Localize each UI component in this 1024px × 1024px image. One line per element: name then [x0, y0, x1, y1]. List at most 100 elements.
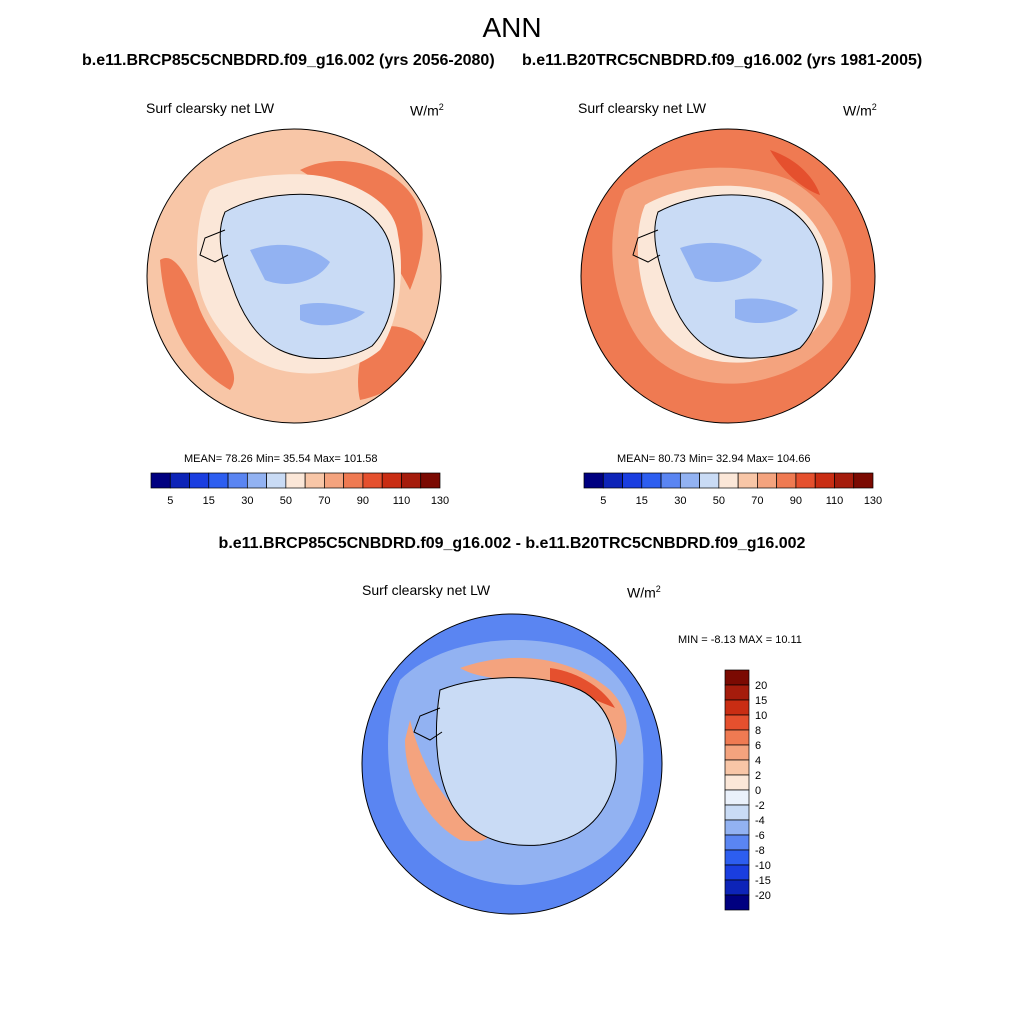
diff-colorbar-box	[724, 879, 750, 896]
diff-colorbar-tick-label: 8	[755, 725, 761, 737]
diff-colorbar-tick-label: 15	[755, 695, 767, 707]
left-colorbar-box	[362, 472, 383, 489]
diff-map-border	[361, 613, 663, 915]
diff-colorbar-box	[724, 849, 750, 866]
left-warm-patch-w	[160, 258, 235, 390]
right-colorbar-box	[718, 472, 739, 489]
left-colorbar-box	[169, 472, 190, 489]
left-colorbar-box	[324, 472, 345, 489]
right-case-title: b.e11.B20TRC5CNBDRD.f09_g16.002 (yrs 198…	[522, 52, 923, 69]
left-colorbar-tick-label: 15	[203, 495, 215, 507]
diff-polar-map	[362, 614, 662, 914]
diff-stats: MIN = -8.13 MAX = 10.11	[678, 634, 802, 646]
diff-colorbar-box	[724, 834, 750, 851]
diff-colorbar-box	[724, 819, 750, 836]
diff-colorbar-box	[724, 714, 750, 731]
diff-colorbar-tick-label: 4	[755, 755, 761, 767]
diff-colorbar-box	[724, 774, 750, 791]
diff-colorbar-tick-label: -4	[755, 815, 765, 827]
right-colorbar: 5 15 30 50 70 90 110 130	[583, 472, 882, 507]
left-colorbar-box	[381, 472, 402, 489]
right-colorbar-box	[660, 472, 681, 489]
diff-colorbar-tick-label: -20	[755, 890, 771, 902]
right-colorbar-box	[622, 472, 643, 489]
diff-colorbar-tick-label: 6	[755, 740, 761, 752]
left-cold-patch-east	[250, 244, 330, 284]
left-colorbar-box	[208, 472, 229, 489]
left-colorbar-box	[246, 472, 267, 489]
left-case-title: b.e11.BRCP85C5CNBDRD.f09_g16.002 (yrs 20…	[82, 52, 495, 69]
right-colorbar-box	[679, 472, 700, 489]
right-warm-patch-n	[770, 150, 820, 195]
left-colorbar-tick-label: 110	[393, 495, 411, 507]
left-colorbar-tick-label: 70	[318, 495, 330, 507]
left-stats: MEAN= 78.26 Min= 35.54 Max= 101.58	[184, 453, 378, 465]
right-colorbar-box	[776, 472, 797, 489]
diff-colorbar-tick-label: -15	[755, 875, 771, 887]
diff-colorbar-box	[724, 804, 750, 821]
right-units-label: W/m2	[843, 102, 877, 119]
left-colorbar-box	[266, 472, 287, 489]
right-colorbar-tick-label: 130	[864, 495, 882, 507]
diff-colorbar-box	[724, 699, 750, 716]
left-colorbar-tick-label: 30	[241, 495, 253, 507]
diff-colorbar-tick-label: -2	[755, 800, 765, 812]
right-colorbar-tick-label: 50	[713, 495, 725, 507]
left-colorbar-tick-label: 90	[357, 495, 369, 507]
left-colorbar-box	[189, 472, 210, 489]
diff-units-label: W/m2	[627, 584, 661, 601]
diff-colorbar-box	[724, 789, 750, 806]
difference-title: b.e11.BRCP85C5CNBDRD.f09_g16.002 - b.e11…	[218, 535, 806, 552]
diff-colorbar-box	[724, 894, 750, 911]
diff-colorbar-box	[724, 744, 750, 761]
left-units-label: W/m2	[410, 102, 444, 119]
left-colorbar-tick-label: 5	[167, 495, 173, 507]
right-colorbar-box	[583, 472, 604, 489]
left-polar-map	[147, 129, 441, 423]
right-polar-map	[581, 129, 875, 423]
right-colorbar-tick-label: 30	[674, 495, 686, 507]
diff-variable-label: Surf clearsky net LW	[362, 582, 491, 598]
left-colorbar-box	[150, 472, 171, 489]
diff-colorbar-tick-label: -8	[755, 845, 765, 857]
left-colorbar-box	[304, 472, 325, 489]
right-cold-patch-ross	[735, 298, 798, 324]
right-colorbar-box	[737, 472, 758, 489]
right-colorbar-tick-label: 110	[826, 495, 844, 507]
diff-warm-core-north	[550, 668, 615, 708]
right-variable-label: Surf clearsky net LW	[578, 100, 707, 116]
diff-coastline	[435, 677, 617, 846]
diff-colorbar-box	[724, 669, 750, 686]
left-variable-label: Surf clearsky net LW	[146, 100, 275, 116]
right-colorbar-box	[795, 472, 816, 489]
left-colorbar-box	[227, 472, 248, 489]
right-colorbar-tick-label: 15	[636, 495, 648, 507]
left-colorbar-tick-label: 50	[280, 495, 292, 507]
right-colorbar-box	[814, 472, 835, 489]
diff-peninsula-coast	[413, 707, 443, 741]
right-colorbar-tick-label: 5	[600, 495, 606, 507]
diff-colorbar-tick-label: 2	[755, 770, 761, 782]
left-colorbar: 5 15 30 50 70 90 110 130	[150, 472, 449, 507]
diff-colorbar-box	[724, 864, 750, 881]
diff-colorbar-tick-label: 10	[755, 710, 767, 722]
diff-colorbar-box	[724, 684, 750, 701]
right-colorbar-tick-label: 90	[790, 495, 802, 507]
right-map-border	[580, 128, 876, 424]
left-colorbar-box	[343, 472, 364, 489]
diff-warm-arc-north	[460, 657, 627, 745]
left-colorbar-tick-label: 130	[431, 495, 449, 507]
right-colorbar-tick-label: 70	[751, 495, 763, 507]
diff-colorbar-box	[724, 729, 750, 746]
right-stats: MEAN= 80.73 Min= 32.94 Max= 104.66	[617, 453, 811, 465]
right-cold-patch-east	[680, 242, 762, 282]
left-map-border	[146, 128, 442, 424]
left-colorbar-box	[420, 472, 441, 489]
right-colorbar-box	[757, 472, 778, 489]
right-peninsula-coast	[632, 229, 661, 263]
left-colorbar-box	[285, 472, 306, 489]
right-colorbar-box	[853, 472, 874, 489]
left-coastline	[219, 193, 395, 359]
